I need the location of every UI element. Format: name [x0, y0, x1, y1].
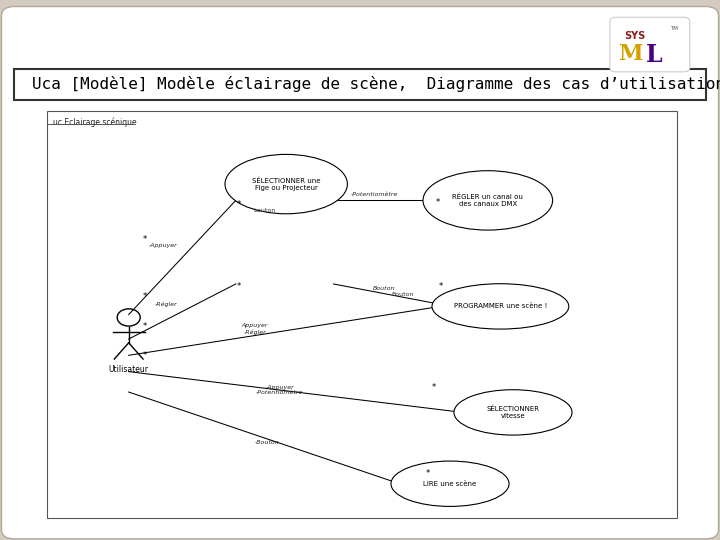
Text: L: L	[646, 43, 662, 66]
Text: *: *	[438, 281, 443, 291]
Text: -Appuyer
-Potentiomètre: -Appuyer -Potentiomètre	[256, 384, 304, 395]
Text: *: *	[432, 383, 436, 393]
Text: SÉLECTIONNER
vitesse: SÉLECTIONNER vitesse	[487, 406, 539, 419]
Text: *: *	[436, 198, 439, 207]
Text: LIRE une scène: LIRE une scène	[423, 481, 477, 487]
Ellipse shape	[391, 461, 509, 507]
FancyBboxPatch shape	[1, 6, 719, 539]
Text: Bouton: Bouton	[392, 293, 414, 298]
Text: bouton: bouton	[253, 208, 275, 213]
Ellipse shape	[423, 171, 553, 230]
Text: *: *	[143, 351, 147, 360]
FancyBboxPatch shape	[14, 69, 706, 100]
Ellipse shape	[225, 154, 348, 214]
Text: TM: TM	[670, 26, 678, 31]
Text: *: *	[143, 292, 147, 301]
Text: SÉLECTIONNER une
Fige ou Projecteur: SÉLECTIONNER une Fige ou Projecteur	[252, 177, 320, 191]
FancyBboxPatch shape	[610, 17, 690, 72]
Text: Bouton: Bouton	[373, 286, 395, 292]
Text: *: *	[426, 469, 430, 478]
FancyBboxPatch shape	[47, 111, 677, 518]
Text: Appuyer
-Régler: Appuyer -Régler	[241, 323, 268, 334]
Ellipse shape	[432, 284, 569, 329]
Text: Utilisateur: Utilisateur	[109, 365, 149, 374]
Text: M: M	[618, 43, 643, 65]
Text: *: *	[143, 322, 147, 331]
Text: *: *	[237, 281, 241, 291]
Text: -Appuyer: -Appuyer	[149, 243, 178, 248]
Text: *: *	[237, 200, 241, 209]
Text: uc Eclairage scénique: uc Eclairage scénique	[53, 117, 136, 127]
Text: Uca [Modèle] Modèle éclairage de scène,  Diagramme des cas d’utilisation: Uca [Modèle] Modèle éclairage de scène, …	[32, 76, 720, 92]
Text: RÉGLER un canal ou
des canaux DMX: RÉGLER un canal ou des canaux DMX	[452, 194, 523, 207]
Text: SYS: SYS	[624, 31, 646, 41]
Text: -Bouton: -Bouton	[255, 441, 279, 446]
Text: PROGRAMMER une scène !: PROGRAMMER une scène !	[454, 303, 547, 309]
Ellipse shape	[454, 390, 572, 435]
Text: *: *	[143, 234, 147, 244]
Text: -Régler: -Régler	[155, 302, 178, 307]
Text: -Potentiomètre: -Potentiomètre	[351, 192, 398, 197]
